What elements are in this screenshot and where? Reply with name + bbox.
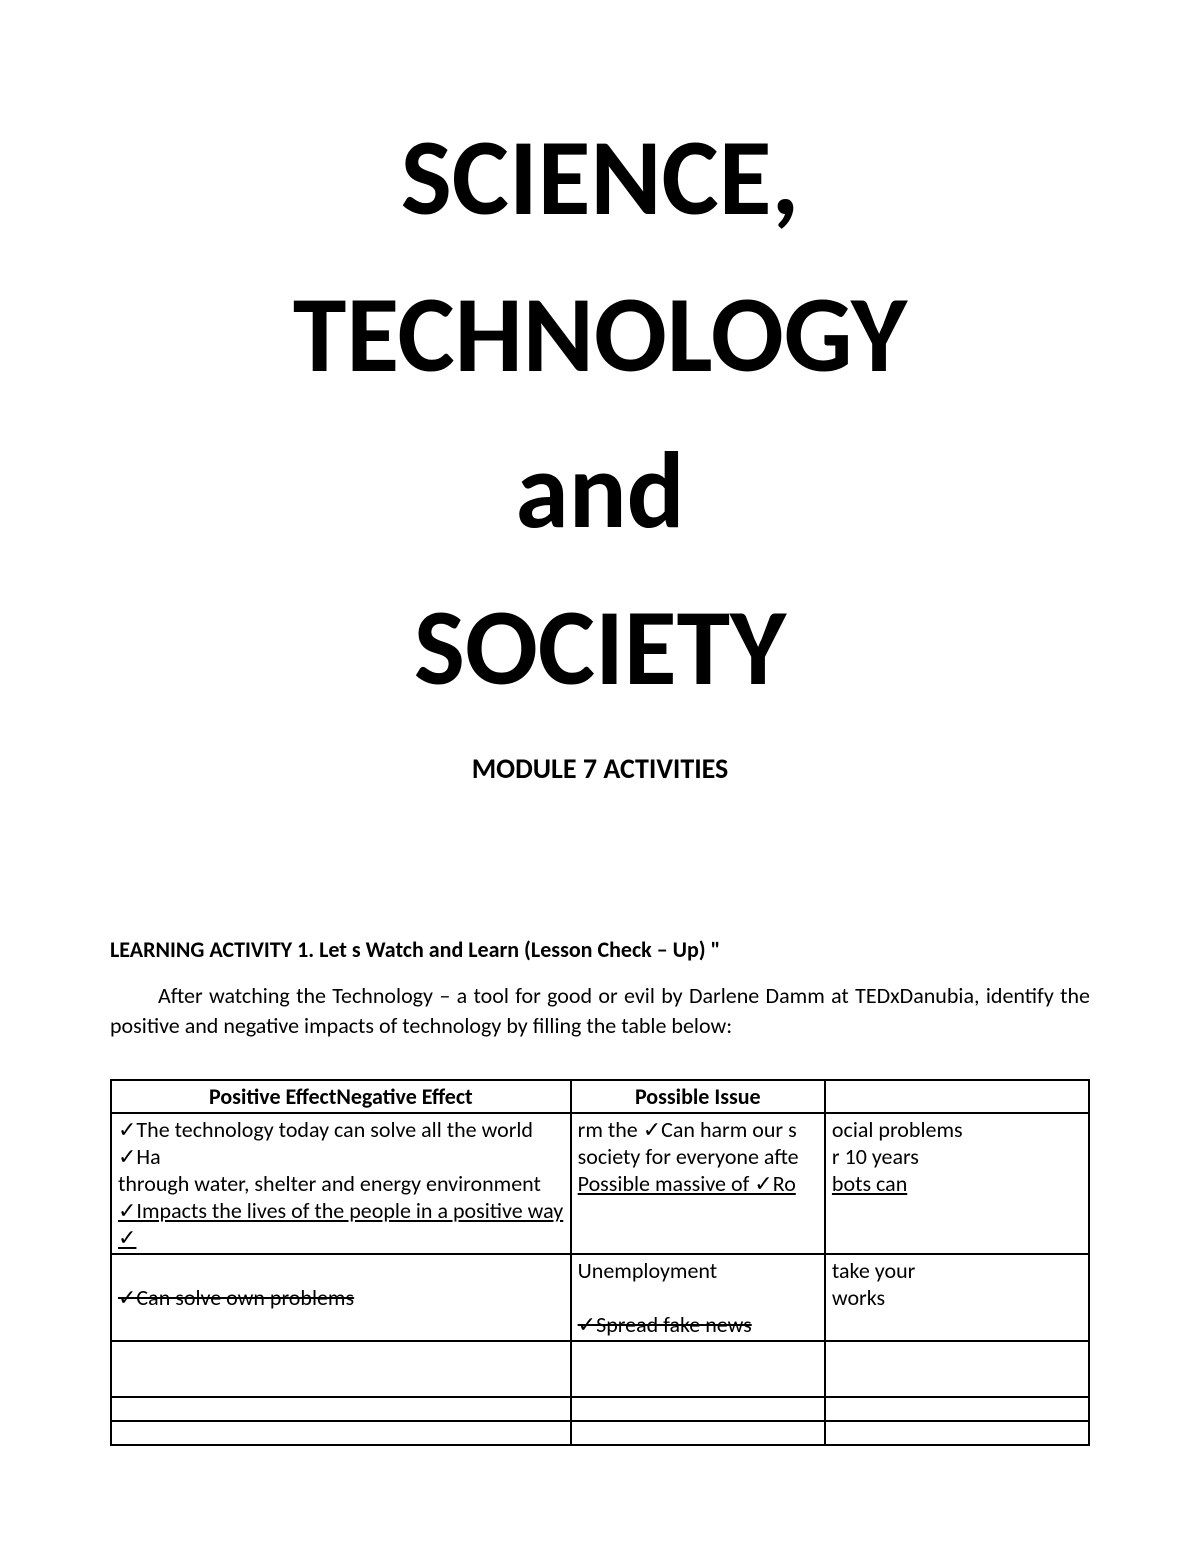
title-line-2: TECHNOLOGY <box>110 257 1090 414</box>
table-cell-empty <box>111 1341 571 1397</box>
cell-text: through water, shelter and energy enviro… <box>118 1170 564 1197</box>
cell-text: ocial problems <box>832 1116 1082 1143</box>
col-header-possible-issue: Possible Issue <box>571 1080 825 1113</box>
table-cell: ocial problems r 10 years bots can <box>825 1113 1089 1254</box>
activity-heading: LEARNING ACTIVITY 1. Let s Watch and Lea… <box>110 936 1090 963</box>
table-cell-empty <box>111 1397 571 1421</box>
cell-text-strikethrough: ✓Can solve own problems <box>118 1284 564 1311</box>
col-header-blank <box>825 1080 1089 1113</box>
cell-text: society for everyone afte <box>578 1143 818 1170</box>
table-cell-empty <box>111 1421 571 1445</box>
table-cell: take your works <box>825 1254 1089 1341</box>
cell-text-strikethrough: ✓Spread fake news <box>578 1311 818 1338</box>
table-row: ✓Can solve own problems Unemployment ✓Sp… <box>111 1254 1089 1341</box>
table-cell-empty <box>825 1341 1089 1397</box>
table-cell: Unemployment ✓Spread fake news <box>571 1254 825 1341</box>
table-cell: ✓Can solve own problems <box>111 1254 571 1341</box>
title-line-1: SCIENCE, <box>110 100 1090 257</box>
cell-text: take your <box>832 1257 1082 1284</box>
table-cell-empty <box>825 1421 1089 1445</box>
cell-text: ✓Impacts the lives of the people in a po… <box>118 1197 564 1251</box>
activity-description: After watching the Technology – a tool f… <box>110 981 1090 1040</box>
table-cell-empty <box>571 1397 825 1421</box>
table-row-empty <box>111 1421 1089 1445</box>
col-header-positive-negative: Positive EffectNegative Effect <box>111 1080 571 1113</box>
table-cell: ✓The technology today can solve all the … <box>111 1113 571 1254</box>
table-row-empty <box>111 1341 1089 1397</box>
document-title-block: SCIENCE, TECHNOLOGY and SOCIETY MODULE 7… <box>110 100 1090 786</box>
title-line-4: SOCIETY <box>110 570 1090 727</box>
table-header-row: Positive EffectNegative Effect Possible … <box>111 1080 1089 1113</box>
table-row-empty <box>111 1397 1089 1421</box>
title-line-3: and <box>110 413 1090 570</box>
cell-text: ✓The technology today can solve all the … <box>118 1116 564 1170</box>
table-row: ✓The technology today can solve all the … <box>111 1113 1089 1254</box>
table-cell-empty <box>571 1421 825 1445</box>
cell-text: rm the ✓Can harm our s <box>578 1116 818 1143</box>
document-subtitle: MODULE 7 ACTIVITIES <box>110 751 1090 786</box>
cell-text: bots can <box>832 1170 1082 1197</box>
cell-text: works <box>832 1284 1082 1311</box>
table-cell: rm the ✓Can harm our s society for every… <box>571 1113 825 1254</box>
cell-text: r 10 years <box>832 1143 1082 1170</box>
cell-text: Possible massive of ✓Ro <box>578 1170 818 1197</box>
table-cell-empty <box>571 1341 825 1397</box>
worksheet-table: Positive EffectNegative Effect Possible … <box>110 1079 1090 1446</box>
cell-text: Unemployment <box>578 1257 818 1284</box>
table-cell-empty <box>825 1397 1089 1421</box>
